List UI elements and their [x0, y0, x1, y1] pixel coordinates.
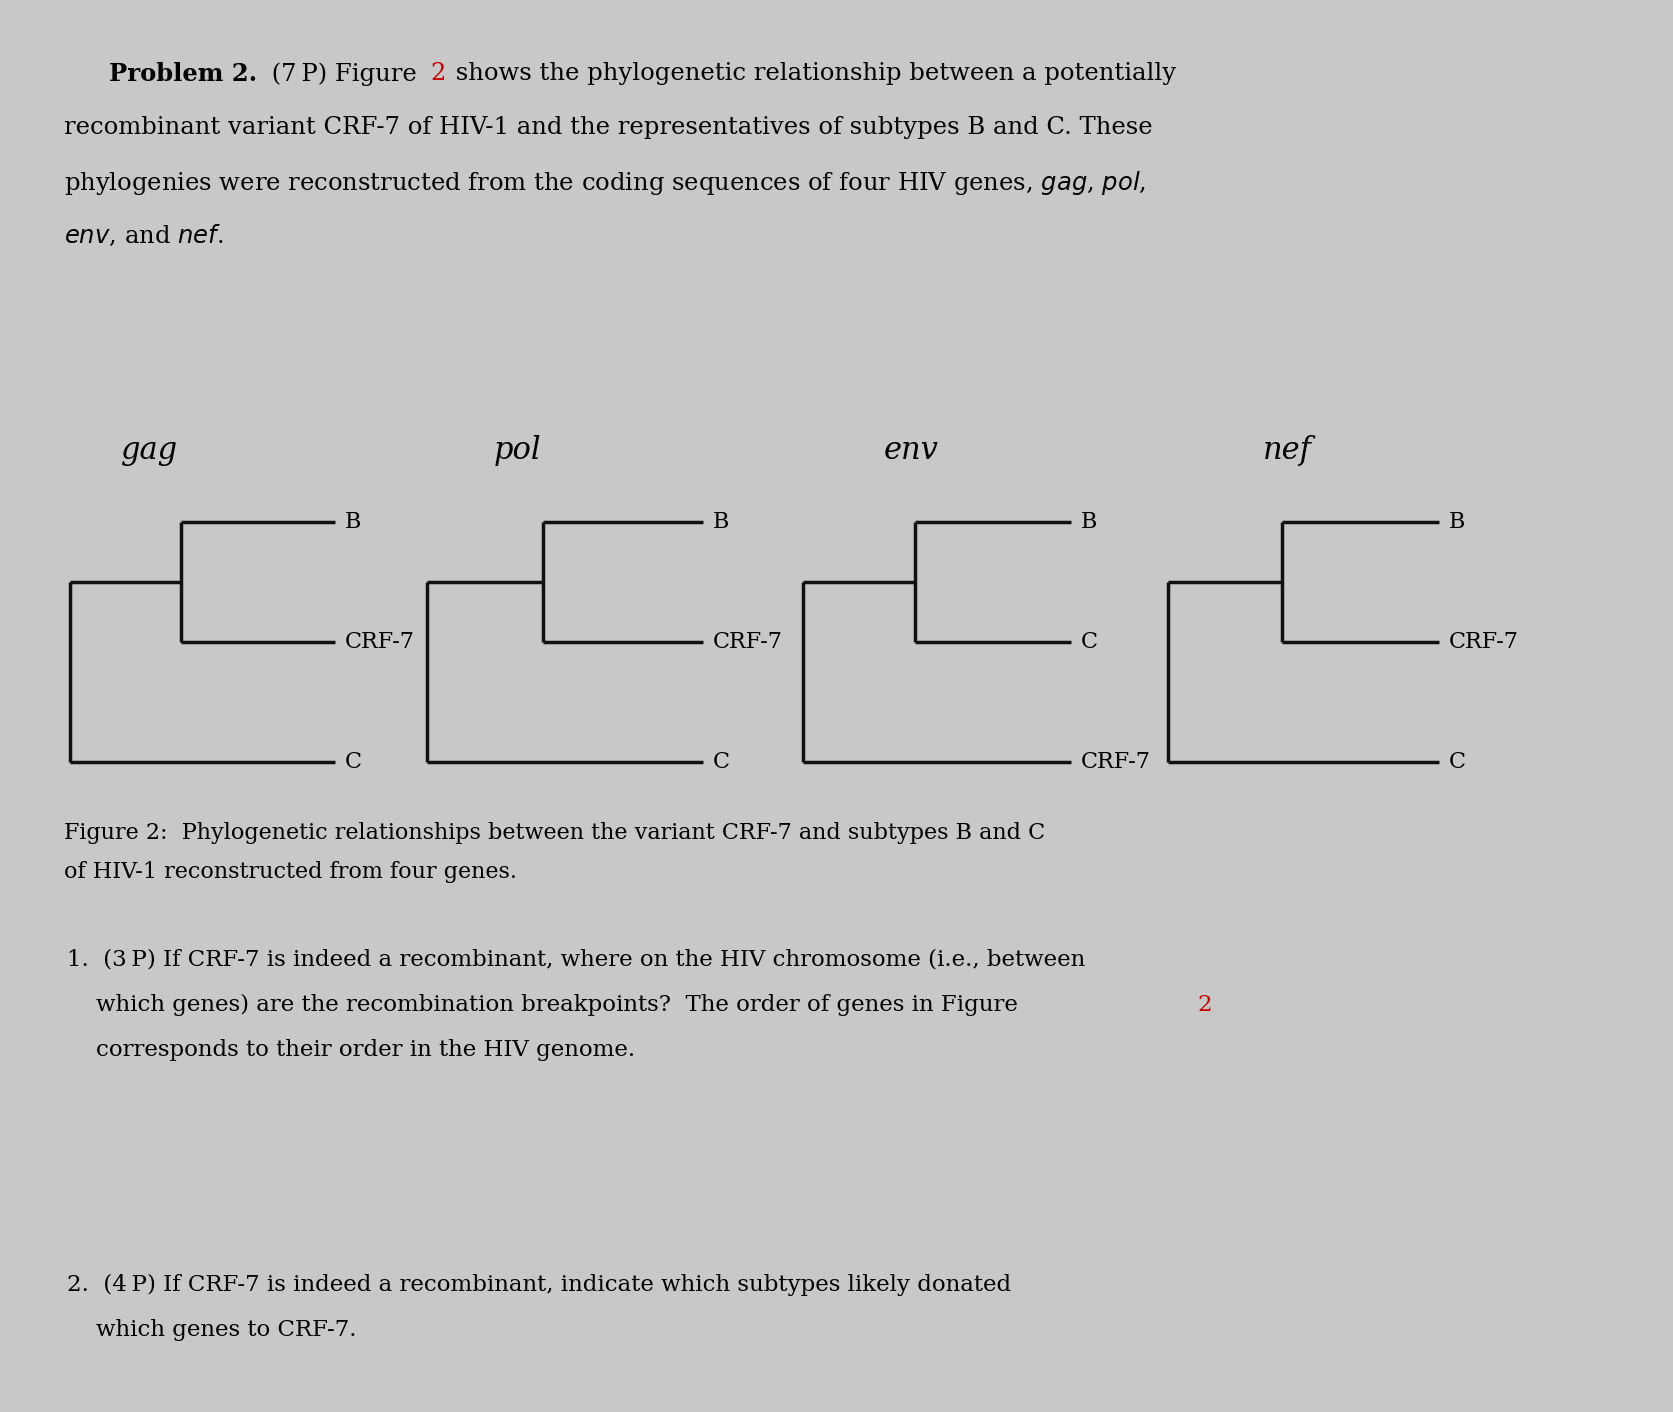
Text: B: B	[1449, 511, 1466, 534]
Text: 2.  (4 P) If CRF-7 is indeed a recombinant, indicate which subtypes likely donat: 2. (4 P) If CRF-7 is indeed a recombinan…	[67, 1274, 1010, 1296]
Text: B: B	[713, 511, 729, 534]
Text: C: C	[1081, 631, 1097, 654]
Text: 1.  (3 P) If CRF-7 is indeed a recombinant, where on the HIV chromosome (i.e., b: 1. (3 P) If CRF-7 is indeed a recombinan…	[67, 949, 1086, 971]
Text: CRF-7: CRF-7	[345, 631, 415, 654]
Text: C: C	[1449, 751, 1466, 774]
Text: (7 P) Figure: (7 P) Figure	[264, 62, 425, 86]
Text: which genes to CRF-7.: which genes to CRF-7.	[67, 1319, 356, 1341]
Text: C: C	[713, 751, 729, 774]
Text: shows the phylogenetic relationship between a potentially: shows the phylogenetic relationship betw…	[448, 62, 1176, 85]
Text: C: C	[345, 751, 361, 774]
Text: CRF-7: CRF-7	[1081, 751, 1151, 774]
Text: $\mathit{env}$, and $\mathit{nef}$.: $\mathit{env}$, and $\mathit{nef}$.	[64, 223, 223, 249]
Text: Figure 2:  Phylogenetic relationships between the variant CRF-7 and subtypes B a: Figure 2: Phylogenetic relationships bet…	[64, 822, 1044, 844]
Text: corresponds to their order in the HIV genome.: corresponds to their order in the HIV ge…	[67, 1039, 636, 1062]
Text: B: B	[1081, 511, 1097, 534]
Text: CRF-7: CRF-7	[1449, 631, 1519, 654]
Text: 2: 2	[1198, 994, 1213, 1017]
Text: which genes) are the recombination breakpoints?  The order of genes in Figure: which genes) are the recombination break…	[67, 994, 1026, 1017]
Text: gag: gag	[120, 435, 177, 466]
Text: CRF-7: CRF-7	[713, 631, 783, 654]
Text: env: env	[883, 435, 939, 466]
Text: nef: nef	[1263, 435, 1312, 466]
Text: 2: 2	[430, 62, 445, 85]
Text: of HIV-1 reconstructed from four genes.: of HIV-1 reconstructed from four genes.	[64, 861, 517, 884]
Text: recombinant variant CRF-7 of HIV-1 and the representatives of subtypes B and C. : recombinant variant CRF-7 of HIV-1 and t…	[64, 116, 1153, 138]
Text: B: B	[345, 511, 361, 534]
Text: pol: pol	[494, 435, 540, 466]
Text: phylogenies were reconstructed from the coding sequences of four HIV genes, $\ma: phylogenies were reconstructed from the …	[64, 169, 1146, 198]
Text: Problem 2.: Problem 2.	[109, 62, 258, 86]
